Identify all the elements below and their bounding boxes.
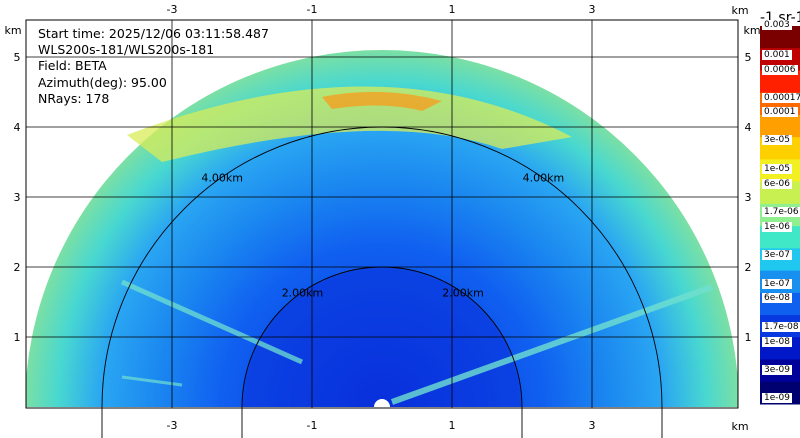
colorbar-segment (760, 114, 800, 138)
x-tick-label-top: -3 (167, 3, 178, 16)
y-tick-label-right: 2 (745, 261, 752, 274)
colorbar-tick-label: 1e-07 (762, 279, 792, 289)
left-aerosol-streak (120, 279, 304, 365)
axis-unit-label: km (731, 4, 748, 17)
azimuth-text: Azimuth(deg): 95.00 (38, 75, 167, 90)
range-ring (241, 266, 523, 438)
colorbar-tick-label: 1.7e-08 (762, 322, 800, 332)
upper-layer-band (127, 86, 572, 162)
y-tick-label-left: 4 (14, 121, 21, 134)
range-ring-label: 4.00km (523, 172, 565, 185)
colorbar-tick-label: 1e-05 (762, 164, 792, 174)
colorbar-segment (760, 70, 800, 94)
y-tick-label-right: 4 (745, 121, 752, 134)
colorbar-tick-label: 6e-06 (762, 179, 792, 189)
start-time-text: Start time: 2025/12/06 03:11:58.487 (38, 26, 269, 41)
range-ring (101, 126, 663, 438)
y-tick-label-right: 1 (745, 331, 752, 344)
range-ring-label: 2.00km (282, 286, 324, 299)
colorbar-tick-label: 3e-07 (762, 250, 792, 260)
plot-frame (25, 19, 739, 409)
colorbar-tick-label: 6e-08 (762, 293, 792, 303)
colorbar-tick-label: 0.0006 (762, 65, 798, 75)
y-tick-label-left: 5 (14, 51, 21, 64)
colorbar-tick-label: 0.001 (762, 50, 792, 60)
colorbar-tick-label: 0.003 (762, 20, 792, 30)
right-aerosol-streak (390, 284, 714, 405)
colorbar-segment (760, 26, 800, 49)
colorbar-tick-label: 0.0001 (762, 107, 798, 117)
instrument-text: WLS200s-181/WLS200s-181 (38, 42, 215, 57)
colorbar-tick-label: 0.00017 (762, 93, 800, 103)
radar-blind-zone (374, 399, 390, 407)
x-tick-label-top: 1 (449, 3, 456, 16)
colorbar-tick-label: 3e-05 (762, 135, 792, 145)
colorbar-tick-label: 1e-06 (762, 222, 792, 232)
x-tick-label-bottom: -3 (167, 419, 178, 432)
upper-layer-peak (322, 91, 442, 111)
colorbar-tick-label: 1e-08 (762, 337, 792, 347)
axis-unit-label: km (4, 24, 21, 37)
field-text: Field: BETA (38, 58, 107, 73)
axis-unit-label: km (743, 24, 760, 37)
colorbar-tick-label: 1.7e-06 (762, 207, 800, 217)
y-tick-label-left: 1 (14, 331, 21, 344)
axis-unit-label: km (731, 420, 748, 433)
nrays-text: NRays: 178 (38, 91, 110, 106)
x-tick-label-top: -1 (307, 3, 318, 16)
range-ring-label: 4.00km (201, 172, 243, 185)
range-ring-label: 2.00km (442, 286, 484, 299)
x-tick-label-bottom: 3 (589, 419, 596, 432)
y-tick-label-right: 5 (745, 51, 752, 64)
y-tick-label-left: 3 (14, 191, 21, 204)
colorbar-tick-label: 1e-09 (762, 393, 792, 403)
x-tick-label-bottom: 1 (449, 419, 456, 432)
y-tick-label-left: 2 (14, 261, 21, 274)
x-tick-label-top: 3 (589, 3, 596, 16)
x-tick-label-bottom: -1 (307, 419, 318, 432)
colorbar-tick-label: 3e-09 (762, 365, 792, 375)
y-tick-label-right: 3 (745, 191, 752, 204)
